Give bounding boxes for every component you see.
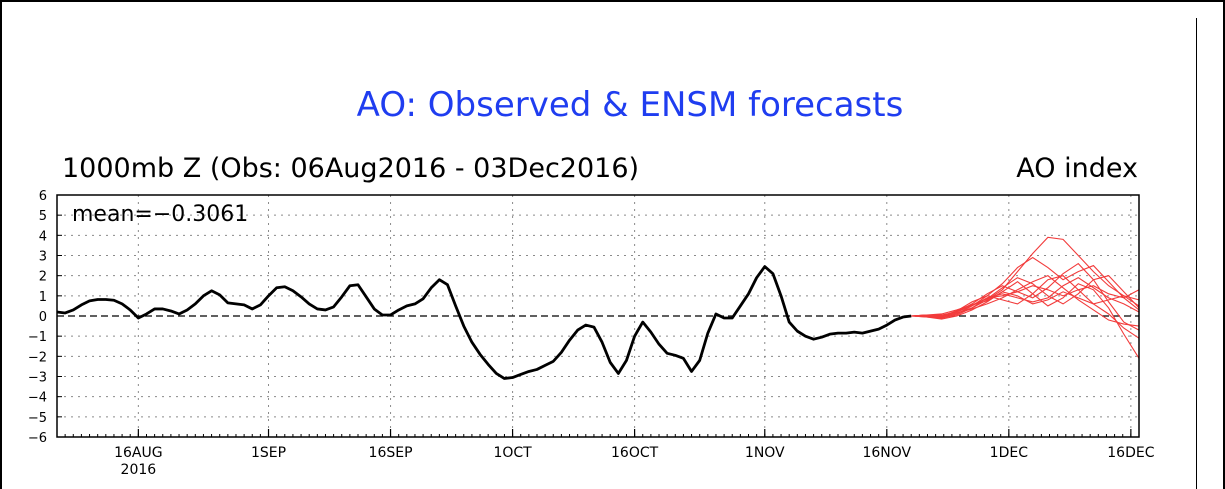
y-tick-label: −5 — [28, 411, 47, 426]
chart-title: AO: Observed & ENSM forecasts — [357, 85, 904, 125]
x-tick-label: 1NOV — [745, 445, 785, 461]
y-tick-label: 6 — [39, 189, 47, 204]
frame-inner-border — [1196, 18, 1197, 489]
y-tick-label: −3 — [28, 371, 47, 386]
y-tick-label: −4 — [28, 391, 47, 406]
x-tick-label: 16AUG — [114, 445, 163, 461]
y-tick-label: 3 — [39, 250, 47, 265]
y-tick-label: 5 — [39, 209, 47, 224]
y-tick-label: 0 — [39, 310, 47, 325]
chart-subtitle: 1000mb Z (Obs: 06Aug2016 - 03Dec2016) — [62, 153, 639, 184]
forecast-member-line — [911, 275, 1140, 339]
x-tick-label: 16SEP — [369, 445, 413, 461]
y-tick-label: −6 — [28, 431, 47, 446]
y-tick-label: −2 — [28, 350, 47, 365]
x-tick-label: 16DEC — [1107, 445, 1154, 461]
y-tick-label: 4 — [39, 229, 47, 244]
x-tick-label: 16NOV — [862, 445, 911, 461]
x-tick-label: 1OCT — [493, 445, 532, 461]
y-tick-label: −1 — [28, 330, 47, 345]
x-tick-sublabel: 2016 — [121, 462, 157, 478]
forecast-member-line — [911, 281, 1140, 359]
observed-ao-line — [56, 265, 912, 380]
x-tick-label: 16OCT — [611, 445, 659, 461]
forecast-member-line — [911, 275, 1140, 327]
plot-border — [56, 194, 1140, 438]
forecast-member-line — [911, 275, 1140, 317]
chart-index-label: AO index — [1016, 153, 1138, 184]
x-tick-label: 1SEP — [251, 445, 286, 461]
x-tick-label: 1DEC — [990, 445, 1029, 461]
forecast-member-line — [911, 262, 1140, 331]
y-tick-label: 1 — [39, 290, 47, 305]
mean-annotation: mean=−0.3061 — [72, 202, 248, 227]
forecast-member-line — [911, 291, 1140, 317]
y-tick-label: 2 — [39, 270, 47, 285]
